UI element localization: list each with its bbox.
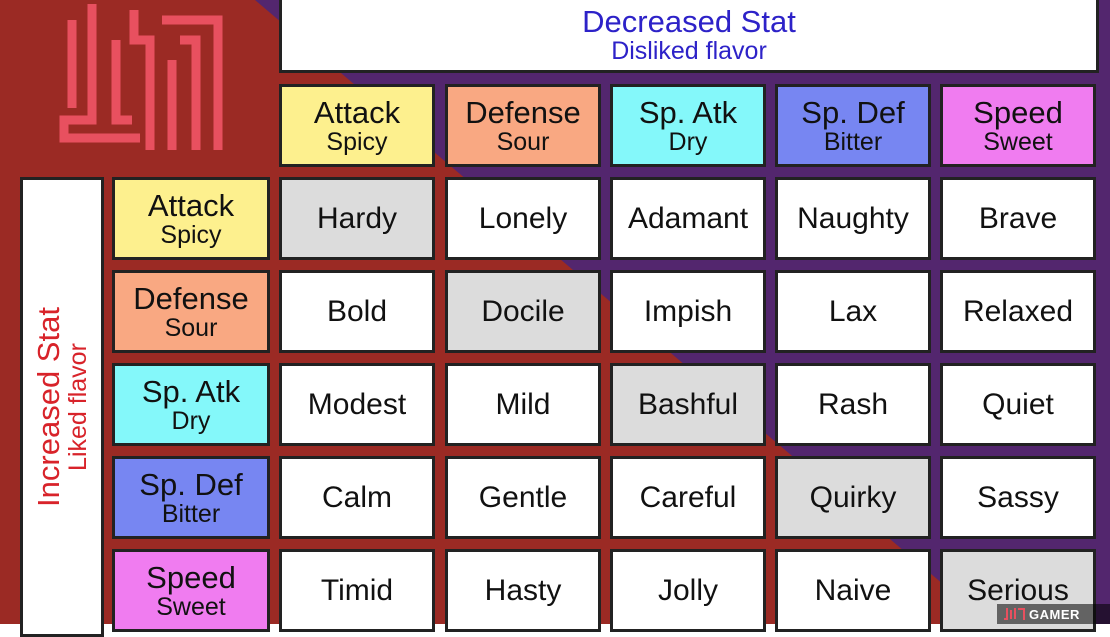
nature-cell-rash: Rash bbox=[775, 363, 931, 446]
nature-cell-quiet: Quiet bbox=[940, 363, 1096, 446]
site-logo bbox=[59, 4, 223, 150]
row-header-attack: Attack Spicy bbox=[112, 177, 270, 260]
column-header-speed: Speed Sweet bbox=[940, 84, 1096, 167]
column-flavor: Dry bbox=[668, 127, 708, 156]
row-flavor: Sour bbox=[164, 313, 218, 342]
nature-cell-hasty: Hasty bbox=[445, 549, 601, 632]
nature-cell-hardy: Hardy bbox=[279, 177, 435, 260]
nature-cell-modest: Modest bbox=[279, 363, 435, 446]
nature-cell-impish: Impish bbox=[610, 270, 766, 353]
column-stat: Sp. Def bbox=[801, 94, 905, 130]
nature-cell-quirky: Quirky bbox=[775, 456, 931, 539]
nature-cell-jolly: Jolly bbox=[610, 549, 766, 632]
row-header-defense: Defense Sour bbox=[112, 270, 270, 353]
nature-cell-timid: Timid bbox=[279, 549, 435, 632]
row-stat: Speed bbox=[146, 559, 236, 595]
nature-cell-careful: Careful bbox=[610, 456, 766, 539]
nature-cell-relaxed: Relaxed bbox=[940, 270, 1096, 353]
nature-cell-brave: Brave bbox=[940, 177, 1096, 260]
column-header-sp-atk: Sp. Atk Dry bbox=[610, 84, 766, 167]
row-header-sp-atk: Sp. Atk Dry bbox=[112, 363, 270, 446]
watermark: GAMER bbox=[997, 604, 1110, 624]
column-stat: Sp. Atk bbox=[638, 94, 738, 130]
column-flavor: Spicy bbox=[326, 127, 388, 156]
column-stat: Defense bbox=[465, 94, 581, 130]
row-stat: Sp. Atk bbox=[141, 373, 241, 409]
nature-cell-docile: Docile bbox=[445, 270, 601, 353]
nature-cell-calm: Calm bbox=[279, 456, 435, 539]
increased-stat-label: Increased Stat bbox=[31, 307, 66, 507]
row-stat: Sp. Def bbox=[139, 466, 243, 502]
row-header-speed: Speed Sweet bbox=[112, 549, 270, 632]
row-flavor: Spicy bbox=[160, 220, 222, 249]
watermark-text: GAMER bbox=[1029, 606, 1080, 622]
row-flavor: Dry bbox=[171, 406, 211, 435]
row-stat: Attack bbox=[147, 187, 235, 223]
nature-cell-lonely: Lonely bbox=[445, 177, 601, 260]
row-flavor: Bitter bbox=[161, 499, 221, 528]
column-flavor: Sour bbox=[496, 127, 550, 156]
increased-stat-title: Increased Stat Liked flavor bbox=[20, 177, 104, 637]
column-header-defense: Defense Sour bbox=[445, 84, 601, 167]
nature-cell-naughty: Naughty bbox=[775, 177, 931, 260]
column-flavor: Bitter bbox=[823, 127, 883, 156]
column-header-sp-def: Sp. Def Bitter bbox=[775, 84, 931, 167]
nature-cell-sassy: Sassy bbox=[940, 456, 1096, 539]
nature-cell-naive: Naive bbox=[775, 549, 931, 632]
decreased-stat-title: Decreased Stat Disliked flavor bbox=[279, 0, 1099, 73]
nature-cell-mild: Mild bbox=[445, 363, 601, 446]
liked-flavor-label: Liked flavor bbox=[64, 343, 92, 471]
column-stat: Speed bbox=[973, 94, 1063, 130]
row-header-sp-def: Sp. Def Bitter bbox=[112, 456, 270, 539]
nature-cell-adamant: Adamant bbox=[610, 177, 766, 260]
nature-cell-bashful: Bashful bbox=[610, 363, 766, 446]
nature-cell-lax: Lax bbox=[775, 270, 931, 353]
column-header-attack: Attack Spicy bbox=[279, 84, 435, 167]
disliked-flavor-label: Disliked flavor bbox=[611, 36, 767, 65]
column-stat: Attack bbox=[313, 94, 401, 130]
decreased-stat-label: Decreased Stat bbox=[582, 3, 796, 39]
row-stat: Defense bbox=[133, 280, 249, 316]
nature-cell-bold: Bold bbox=[279, 270, 435, 353]
nature-cell-gentle: Gentle bbox=[445, 456, 601, 539]
watermark-logo-icon bbox=[1004, 608, 1025, 620]
column-flavor: Sweet bbox=[983, 127, 1053, 156]
row-flavor: Sweet bbox=[156, 592, 226, 621]
